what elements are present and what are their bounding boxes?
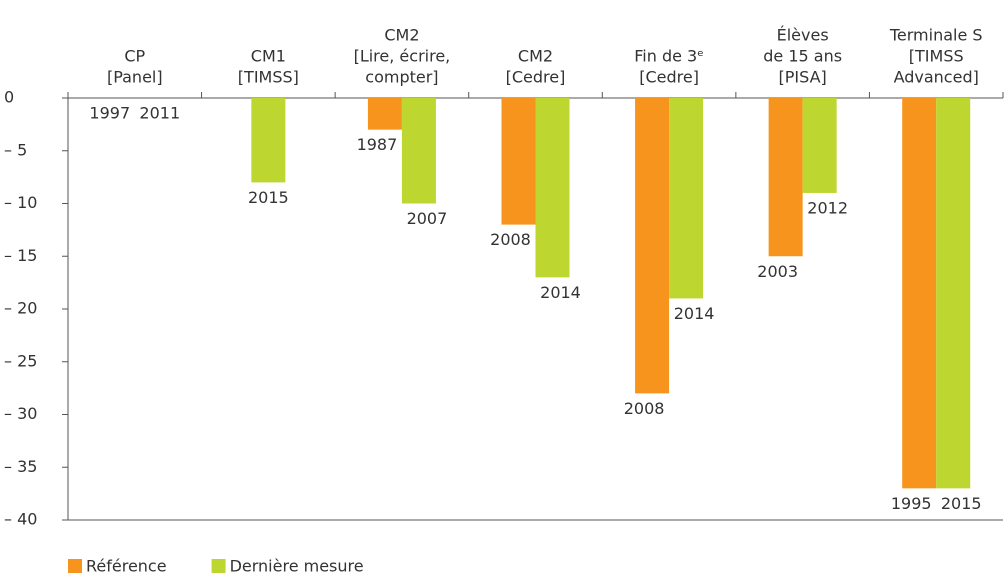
legend-swatch — [68, 559, 82, 573]
y-tick-label: – 30 — [4, 404, 37, 423]
x-tick-label: [PISA] — [779, 68, 827, 87]
bar-label: 2003 — [757, 262, 798, 281]
x-tick-label: [Lire, écrire, — [354, 47, 451, 66]
x-tick-label: Advanced] — [894, 68, 979, 87]
bar-label: 1987 — [357, 135, 398, 154]
bar-label: 2007 — [407, 209, 448, 228]
y-tick-label: – 15 — [4, 246, 37, 265]
y-tick-label: – 25 — [4, 351, 37, 370]
bar — [902, 98, 937, 489]
legend-swatch — [211, 559, 226, 573]
bar — [802, 98, 837, 193]
x-tick-label: CP — [124, 47, 145, 66]
y-tick-label: – 10 — [4, 193, 37, 212]
bar-label: 2014 — [540, 283, 581, 302]
bar-label: 2011 — [139, 104, 180, 123]
legend-label: Dernière mesure — [230, 557, 364, 576]
bar — [401, 98, 436, 204]
x-tick-label: CM2 — [384, 26, 419, 45]
x-tick-label: [TIMSS] — [238, 68, 299, 87]
bar-label: 2008 — [490, 230, 531, 249]
y-tick-label: 0 — [4, 88, 14, 107]
bar — [535, 98, 570, 278]
bar-label: 2014 — [674, 304, 715, 323]
y-tick-label: – 40 — [4, 510, 37, 529]
y-tick-label: – 20 — [4, 299, 37, 318]
bar-label: 2015 — [248, 188, 289, 207]
x-tick-label: CM1 — [251, 47, 286, 66]
bar — [501, 98, 536, 225]
bar — [669, 98, 704, 299]
bar — [768, 98, 803, 257]
x-tick-label: [Cedre] — [506, 68, 566, 87]
x-tick-label: compter] — [365, 68, 438, 87]
bar-label: 2008 — [624, 399, 665, 418]
bar — [251, 98, 286, 183]
x-tick-label: [Cedre] — [639, 68, 699, 87]
x-tick-label: [Panel] — [107, 68, 163, 87]
legend-label: Référence — [86, 557, 167, 576]
x-tick-label: Fin de 3ᵉ — [634, 47, 704, 66]
bar-label: 2015 — [941, 494, 982, 513]
x-tick-label: CM2 — [518, 47, 553, 66]
bar-label: 2012 — [807, 198, 848, 217]
y-tick-label: – 5 — [4, 140, 27, 159]
y-tick-label: – 35 — [4, 457, 37, 476]
bar — [936, 98, 971, 489]
bar — [635, 98, 670, 394]
x-tick-label: Élèves — [777, 26, 829, 45]
bar-label: 1995 — [891, 494, 932, 513]
x-tick-label: de 15 ans — [763, 47, 842, 66]
x-tick-label: [TIMSS — [909, 47, 964, 66]
bar-label: 1997 — [89, 104, 130, 123]
bar — [367, 98, 402, 130]
x-tick-label: Terminale S — [889, 26, 983, 45]
